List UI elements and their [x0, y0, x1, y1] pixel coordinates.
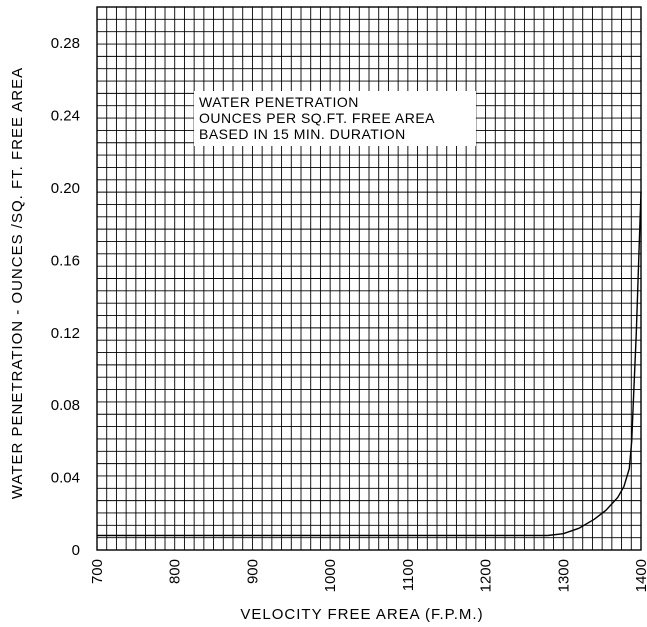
y-tick-label: 0.08 [51, 397, 80, 414]
y-tick-label: 0.28 [51, 35, 80, 52]
x-tick-label: 1300 [555, 559, 572, 592]
y-tick-label: 0.24 [51, 108, 80, 125]
annotation-background [194, 91, 476, 146]
x-tick-label: 700 [89, 559, 106, 584]
x-tick-label: 800 [167, 559, 184, 584]
annotation-line-3: BASED IN 15 MIN. DURATION [199, 126, 406, 142]
x-tick-label: 1100 [400, 559, 417, 591]
y-tick-label: 0.12 [51, 325, 80, 342]
y-tick-label: 0.16 [51, 252, 80, 269]
x-tick-label: 1200 [478, 559, 495, 592]
annotation-box: WATER PENETRATION OUNCES PER SQ.FT. FREE… [194, 91, 476, 146]
y-tick-label: 0.20 [51, 180, 80, 197]
plot-frame [96, 6, 642, 551]
x-tick-labels: 700 800 900 1000 1100 1200 1300 1400 [89, 559, 647, 592]
x-tick-label: 1400 [633, 559, 647, 592]
x-axis-title: VELOCITY FREE AREA (F.P.M.) [240, 606, 483, 623]
grid [97, 7, 641, 550]
x-tick-label: 900 [244, 559, 261, 584]
annotation-line-2: OUNCES PER SQ.FT. FREE AREA [199, 110, 435, 126]
y-tick-label: 0.04 [51, 470, 80, 487]
y-axis-title: WATER PENETRATION - OUNCES /SQ. FT. FREE… [9, 67, 26, 499]
annotation-line-1: WATER PENETRATION [199, 94, 359, 110]
x-tick-label: 1000 [322, 559, 339, 592]
y-tick-labels: 0 0.04 0.08 0.12 0.16 0.20 0.24 0.28 [51, 35, 80, 559]
y-tick-label: 0 [72, 542, 80, 559]
series-line [97, 191, 642, 537]
